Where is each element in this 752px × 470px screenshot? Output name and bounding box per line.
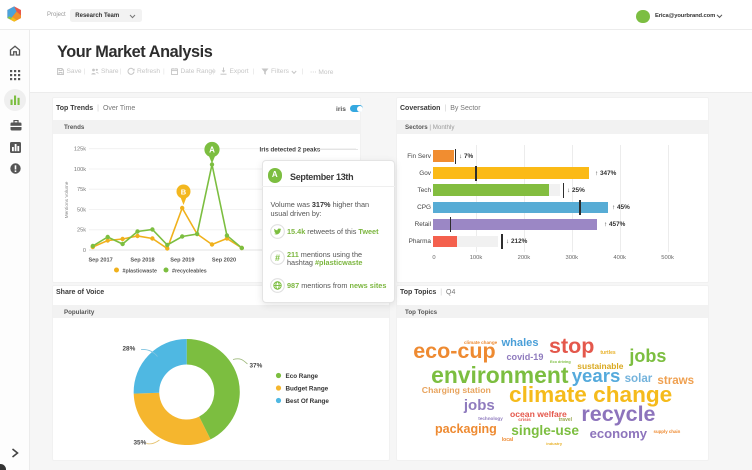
svg-text:28%: 28% (123, 346, 136, 353)
svg-text:#recycleables: #recycleables (172, 268, 207, 274)
svg-text:Iris detected 2 peaks: Iris detected 2 peaks (260, 147, 321, 154)
svg-text:50k: 50k (77, 207, 86, 213)
svg-text:Eco Range: Eco Range (286, 373, 319, 380)
svg-text:25k: 25k (77, 228, 86, 234)
svg-text:Mentions Volume: Mentions Volume (64, 181, 70, 218)
svg-text:#: # (275, 253, 280, 263)
svg-text:Best Of Range: Best Of Range (286, 398, 330, 405)
svg-text:#plasticwaste: #plasticwaste (123, 268, 158, 274)
svg-text:37%: 37% (250, 363, 263, 370)
svg-text:100k: 100k (74, 167, 86, 173)
svg-text:75k: 75k (77, 187, 86, 193)
svg-text:Sep 2018: Sep 2018 (130, 258, 154, 264)
svg-text:B: B (181, 187, 187, 196)
svg-text:35%: 35% (134, 440, 147, 447)
svg-text:Sep 2017: Sep 2017 (88, 258, 112, 264)
svg-text:Sep 2020: Sep 2020 (212, 258, 236, 264)
svg-text:0: 0 (83, 248, 86, 254)
svg-text:Sep 2019: Sep 2019 (170, 258, 194, 264)
svg-text:125k: 125k (74, 147, 86, 153)
svg-text:A: A (209, 146, 215, 155)
svg-text:Budget Range: Budget Range (286, 386, 329, 393)
